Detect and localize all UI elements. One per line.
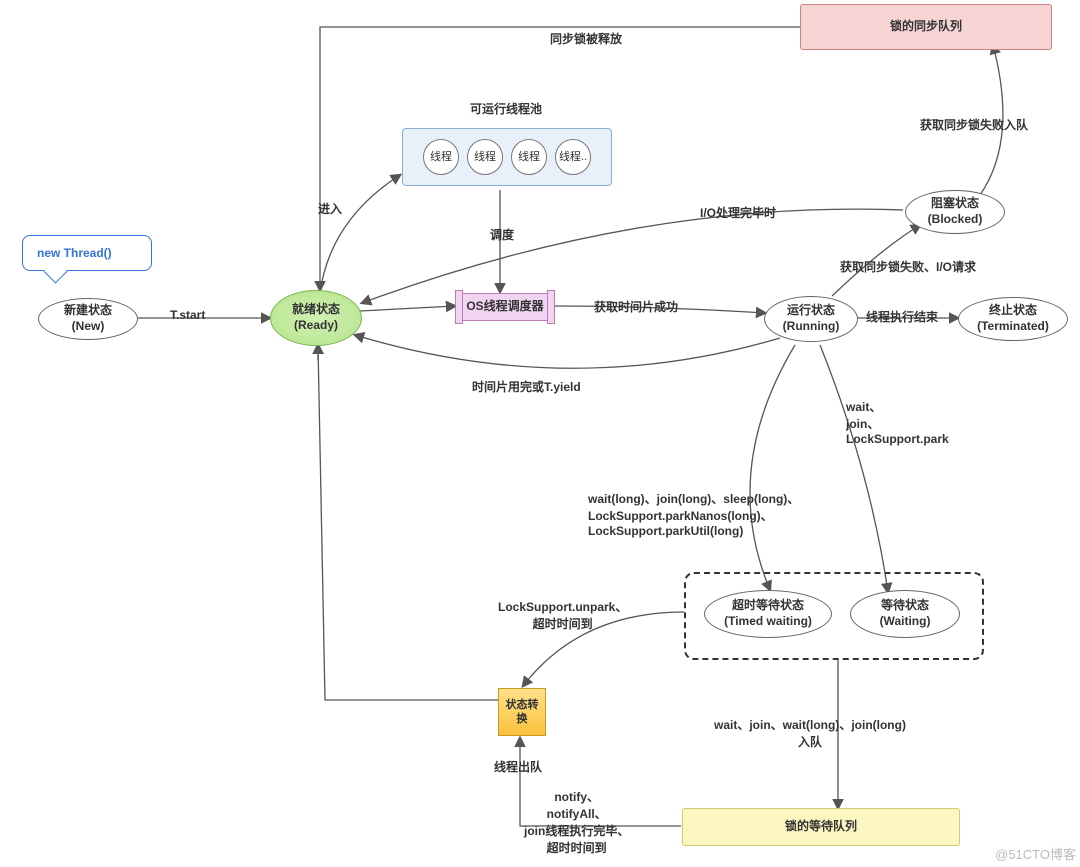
node-blocked: 阻塞状态(Blocked): [905, 190, 1005, 234]
label-wait-join-park: wait、 join、 LockSupport.park: [846, 398, 949, 446]
label-exec-end: 线程执行结束: [866, 308, 938, 325]
node-terminated: 终止状态(Terminated): [958, 297, 1068, 341]
node-state-transition: 状态转 换: [498, 688, 546, 736]
node-timed-waiting: 超时等待状态(Timed waiting): [704, 590, 832, 638]
node-new: 新建状态(New): [38, 298, 138, 340]
label-dequeue: 线程出队: [494, 758, 542, 775]
speech-text: new Thread(): [37, 246, 112, 260]
label-schedule: 调度: [490, 226, 514, 243]
node-thread-pool: 线程 线程 线程 线程..: [402, 128, 612, 186]
pool-thread: 线程: [467, 139, 503, 175]
label-got-slice: 获取时间片成功: [594, 298, 678, 315]
pool-title: 可运行线程池: [470, 100, 542, 117]
node-waiting: 等待状态(Waiting): [850, 590, 960, 638]
pool-thread: 线程: [511, 139, 547, 175]
label-notify: notify、 notifyAll、 join线程执行完毕、 超时时间到: [524, 788, 629, 856]
label-unpark-timeout: LockSupport.unpark、 超时时间到: [498, 598, 627, 632]
node-running: 运行状态(Running): [764, 296, 858, 342]
label-wait-enqueue: wait、join、wait(long)、join(long) 入队: [714, 716, 906, 750]
watermark: @51CTO博客: [995, 844, 1076, 863]
speech-new-thread: new Thread(): [22, 235, 152, 271]
label-tstart: T.start: [170, 308, 205, 322]
label-slice-done: 时间片用完或T.yield: [472, 378, 581, 395]
label-io-done: I/O处理完毕时: [700, 204, 776, 221]
label-lock-released: 同步锁被释放: [550, 30, 622, 47]
label-timed-calls: wait(long)、join(long)、sleep(long)、 LockS…: [588, 490, 799, 538]
node-ready: 就绪状态(Ready): [270, 290, 362, 346]
label-lock-fail-enqueue: 获取同步锁失败入队: [920, 116, 1028, 133]
pool-thread: 线程: [423, 139, 459, 175]
label-lock-fail-io: 获取同步锁失败、I/O请求: [840, 258, 976, 275]
label-enter: 进入: [318, 200, 342, 217]
node-os-scheduler: OS线程调度器: [455, 293, 555, 321]
node-lock-wait-queue: 锁的等待队列: [682, 808, 960, 846]
node-lock-sync-queue: 锁的同步队列: [800, 4, 1052, 50]
pool-thread: 线程..: [555, 139, 591, 175]
